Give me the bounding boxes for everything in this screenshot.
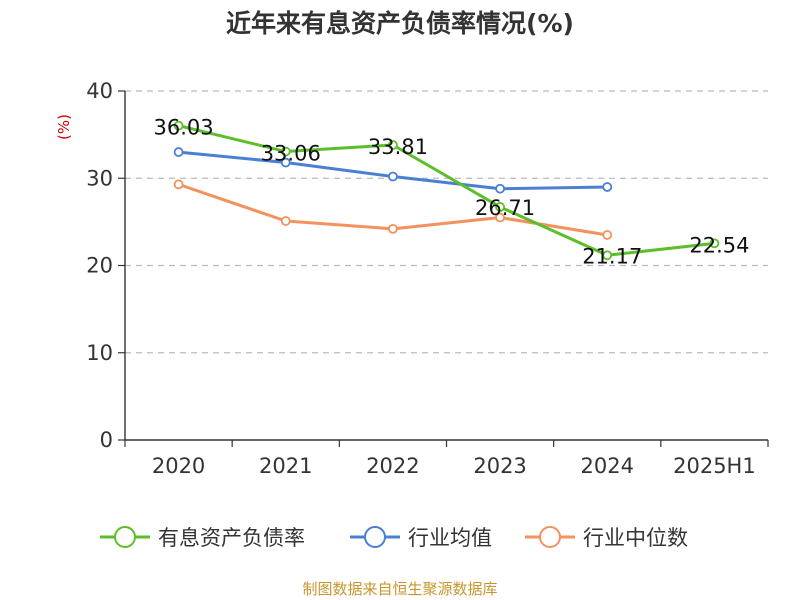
data-label: 36.03 bbox=[154, 116, 214, 140]
legend-marker bbox=[114, 526, 136, 548]
series-point bbox=[280, 216, 291, 226]
legend-marker bbox=[364, 526, 386, 548]
data-label: 33.06 bbox=[261, 142, 321, 166]
x-tick-label: 2023 bbox=[473, 454, 526, 478]
grid-lines bbox=[125, 90, 768, 354]
y-tick-label: 40 bbox=[86, 79, 113, 103]
legend-label: 有息资产负债率 bbox=[158, 526, 305, 550]
series-point bbox=[495, 183, 505, 194]
series-point bbox=[602, 230, 613, 240]
x-tick-label: 2024 bbox=[581, 454, 634, 478]
x-tick-label: 2025H1 bbox=[673, 454, 756, 478]
axes: 0 10 20 30 40 2020 2021 2022 2023 2024 2025H1 bbox=[86, 79, 769, 478]
series-point bbox=[280, 157, 291, 168]
series-layer bbox=[173, 120, 720, 261]
data-label: 22.54 bbox=[689, 233, 749, 257]
y-tick-label: 0 bbox=[100, 428, 113, 452]
data-label: 26.71 bbox=[475, 196, 535, 220]
legend-label: 行业均值 bbox=[408, 526, 492, 550]
series-point bbox=[173, 120, 184, 131]
chart-title: 近年来有息资产负债率情况(%) bbox=[226, 9, 574, 38]
x-tick-label: 2022 bbox=[366, 454, 419, 478]
legend-label: 行业中位数 bbox=[583, 526, 688, 550]
y-axis-unit: (%) bbox=[55, 114, 73, 140]
series-point bbox=[173, 179, 184, 190]
data-label: 33.81 bbox=[368, 135, 428, 159]
series-point bbox=[495, 212, 505, 223]
x-tick-label: 2020 bbox=[152, 454, 205, 478]
legend: 有息资产负债率 行业均值 行业中位数 bbox=[100, 526, 688, 550]
x-tick-label: 2021 bbox=[259, 454, 312, 478]
series-point bbox=[602, 182, 613, 192]
series-point bbox=[602, 250, 613, 261]
legend-marker bbox=[539, 526, 561, 548]
series-point bbox=[709, 238, 720, 249]
series-line bbox=[178, 124, 715, 257]
y-tick-label: 10 bbox=[86, 341, 113, 365]
series-point bbox=[173, 147, 184, 157]
data-label: 21.17 bbox=[582, 244, 642, 268]
series-point bbox=[280, 146, 291, 157]
series-point bbox=[388, 171, 398, 182]
y-tick-label: 30 bbox=[86, 166, 113, 190]
series-point bbox=[388, 140, 398, 150]
series-point bbox=[495, 202, 505, 212]
data-labels: 36.03 33.06 33.81 26.71 21.17 22.54 bbox=[154, 116, 750, 269]
y-tick-label: 20 bbox=[86, 254, 113, 278]
source-note: 制图数据来自恒生聚源数据库 bbox=[302, 580, 497, 598]
series-point bbox=[388, 223, 398, 234]
